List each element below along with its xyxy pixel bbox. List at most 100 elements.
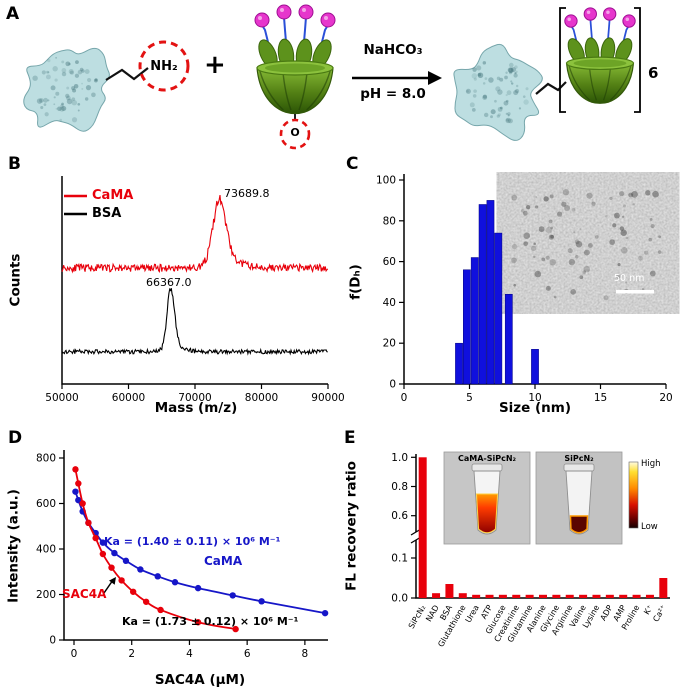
selectivity-bar <box>525 594 534 598</box>
tem-nanoparticle <box>562 189 570 196</box>
data-point-CaMA <box>72 488 79 495</box>
data-point-SAC4A <box>79 500 86 507</box>
data-point-CaMA <box>99 539 107 546</box>
data-point-CaMA <box>137 566 144 573</box>
tem-nanoparticle <box>644 250 649 255</box>
reaction-arrow-head <box>428 71 442 85</box>
category-label: Urea <box>464 603 481 624</box>
tem-nanoparticle <box>619 226 625 231</box>
protein-structure <box>23 47 110 132</box>
data-point-SAC4A <box>129 588 137 595</box>
tem-scale-bar <box>616 290 654 294</box>
histogram-bar <box>494 232 503 385</box>
svg-text:0: 0 <box>401 392 408 404</box>
scheme-canvas <box>23 4 641 150</box>
tem-nanoparticle <box>571 208 576 212</box>
tem-nanoparticle <box>609 196 613 200</box>
data-point-CaMA <box>122 557 130 565</box>
panel-d-titration: 0 200 400 600 800 0 2 4 6 8 D Intensity (a.u.) SA… <box>0 428 340 698</box>
sugar-ball <box>276 4 292 20</box>
selectivity-bar <box>619 594 628 598</box>
tem-scale-bar-label: 50 nm <box>614 273 645 284</box>
svg-text:5: 5 <box>466 392 473 404</box>
series-label-cama: CaMA <box>204 554 243 568</box>
tem-nanoparticle <box>649 270 656 277</box>
histogram-bar <box>455 342 463 385</box>
data-point-CaMA <box>75 496 82 504</box>
tem-nanoparticle <box>582 270 587 274</box>
series-label-sac4a: SAC4A <box>62 587 107 601</box>
tem-nanoparticle <box>613 212 620 219</box>
bracket-left <box>559 7 566 113</box>
data-point-CaMA <box>154 573 161 580</box>
selectivity-bar <box>445 584 454 598</box>
histogram-bar <box>478 204 487 385</box>
svg-text:0.1: 0.1 <box>391 553 408 565</box>
svg-text:70000: 70000 <box>178 392 211 404</box>
svg-text:80: 80 <box>383 215 396 227</box>
tem-nanoparticle <box>511 257 517 264</box>
protein-structure <box>453 43 543 141</box>
scale-high-label: High <box>641 459 661 469</box>
histogram-bar <box>504 293 513 385</box>
histogram-bar <box>486 200 495 385</box>
svg-text:20: 20 <box>659 392 672 404</box>
tem-nanoparticle <box>591 201 596 206</box>
tem-nanoparticle <box>534 205 539 209</box>
nh2-dashed-circle <box>138 40 190 92</box>
titration-canvas: 0 200 400 600 800 0 2 4 6 8 <box>36 450 329 660</box>
sugar-ball <box>254 12 270 28</box>
tem-nanoparticle <box>609 239 616 246</box>
tem-nanoparticle <box>549 194 554 199</box>
sugar-ball <box>564 14 578 28</box>
tube-right-cap <box>563 463 595 472</box>
tem-nanoparticle <box>579 227 582 231</box>
svg-text:4: 4 <box>186 648 193 660</box>
tem-nanoparticle <box>564 205 571 212</box>
plus-sign: + <box>204 50 226 80</box>
histogram-bar <box>531 349 539 385</box>
tem-nanoparticle <box>616 274 621 279</box>
data-point-CaMA <box>111 549 118 557</box>
selectivity-bar <box>432 593 441 598</box>
selectivity-bar <box>605 594 614 598</box>
svg-text:10: 10 <box>528 392 541 404</box>
nh2-label: NH₂ <box>150 59 178 74</box>
tem-nanoparticle <box>511 243 518 250</box>
conjugate-linker <box>535 81 567 95</box>
tem-nanoparticle <box>523 241 529 246</box>
tem-nanoparticle <box>641 287 645 291</box>
spectrum-trace-BSA <box>61 287 328 356</box>
histogram-bar <box>470 257 479 385</box>
tem-nanoparticle <box>605 214 608 218</box>
tem-nanoparticle <box>530 245 537 252</box>
data-point-CaMA <box>194 584 202 592</box>
peak-label-bsa: 66367.0 <box>146 276 192 289</box>
sugar-ball <box>298 4 314 20</box>
tem-nanoparticle <box>648 237 653 242</box>
svg-text:6: 6 <box>244 648 251 660</box>
data-point-CaMA <box>229 592 236 599</box>
tem-nanoparticle <box>534 270 542 278</box>
annotation-arrow-head <box>109 577 116 585</box>
tem-nanoparticle <box>548 234 555 240</box>
sugar-ball <box>603 7 617 21</box>
tem-nanoparticle <box>612 223 617 228</box>
peak-label-cama: 73689.8 <box>224 187 270 200</box>
legend-bsa: BSA <box>92 206 122 221</box>
tem-nanoparticle <box>594 235 599 239</box>
tem-nanoparticle <box>657 250 662 254</box>
svg-text:2: 2 <box>128 648 135 660</box>
fit-curve-SAC4A <box>74 469 236 630</box>
data-point-SAC4A <box>108 564 115 571</box>
tube-right-fluorescence <box>569 515 589 534</box>
panel-a-scheme: A NH₂ + NaHCO₃ pH = 8.0 O 6 <box>0 0 680 152</box>
amine-linker <box>105 67 149 81</box>
selectivity-bar <box>579 594 588 598</box>
selectivity-bar <box>645 594 654 598</box>
y-axis-label-counts: Counts <box>7 253 24 307</box>
tem-nanoparticle <box>523 232 531 239</box>
panel-e-selectivity: 0.6 0.8 1.0 0.0 0.1 SiPcN₂ NAD BSA Glutathione Ur… <box>340 428 680 698</box>
data-point-SAC4A <box>118 577 125 584</box>
